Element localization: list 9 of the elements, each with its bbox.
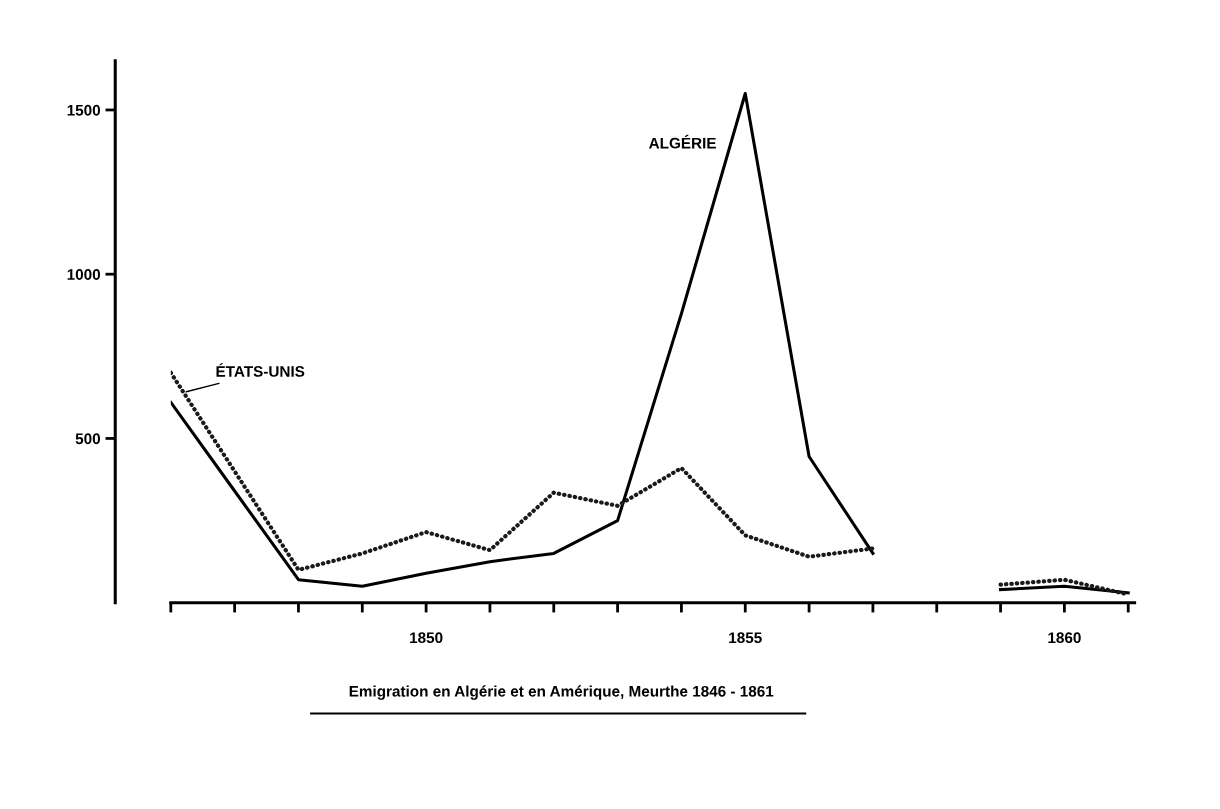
x-tick-label: 1860 (1048, 632, 1081, 644)
x-tick-label: 1850 (410, 632, 443, 644)
x-tick-label: 1855 (729, 632, 762, 644)
y-tick-label: 500 (75, 433, 101, 445)
text: ÉTATS-UNIS (216, 363, 305, 377)
y-tick-label: 1500 (67, 104, 101, 116)
text: Emigration en Algérie et en Amérique, Meurthe 1846 - 1861 (349, 685, 774, 700)
series-label: ALGÉRIE (649, 134, 716, 149)
y-tick-label: 1000 (67, 269, 101, 280)
